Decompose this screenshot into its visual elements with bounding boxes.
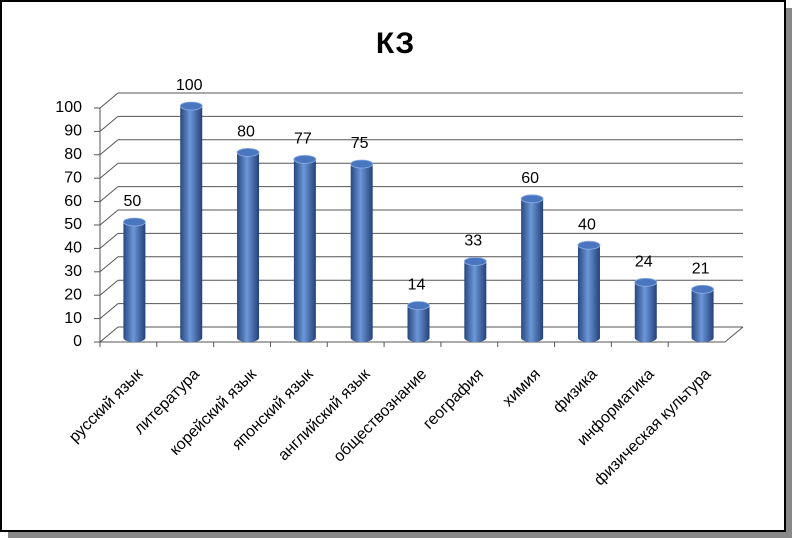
y-tick-label: 0 (73, 333, 82, 350)
grid-line (99, 256, 119, 273)
bar (123, 218, 146, 342)
data-label: 14 (408, 277, 426, 294)
bar-top (407, 301, 430, 310)
bar-top (350, 159, 374, 169)
grid-line (99, 279, 119, 296)
bar-top (236, 147, 260, 157)
y-tick-label: 50 (64, 216, 82, 233)
data-label: 40 (578, 216, 596, 233)
bar-top (691, 284, 714, 294)
y-tick-label: 60 (64, 193, 82, 210)
shadow (8, 532, 792, 538)
data-label: 21 (692, 260, 710, 277)
data-label: 100 (176, 77, 203, 94)
grid-line (99, 92, 119, 109)
bar (691, 285, 714, 342)
grid-line (99, 233, 119, 249)
bar (350, 160, 373, 342)
grid-line (99, 186, 119, 202)
grid-line (99, 162, 119, 179)
bar-top (634, 277, 658, 287)
grid-line (99, 326, 119, 343)
bar-top (293, 154, 317, 164)
data-label: 33 (464, 233, 482, 250)
chart-title: КЗ (376, 27, 414, 60)
bar (237, 148, 260, 342)
bar (464, 257, 487, 342)
axis-line (724, 326, 744, 343)
bar (293, 155, 316, 342)
y-tick-label: 30 (64, 263, 82, 280)
y-tick-label: 70 (64, 169, 82, 186)
data-label: 50 (124, 193, 142, 210)
bar (407, 301, 430, 342)
data-label: 24 (635, 254, 653, 271)
bar-top (577, 240, 601, 250)
data-label: 60 (521, 170, 539, 187)
bar (180, 102, 203, 342)
y-tick-label: 80 (64, 146, 82, 163)
data-label: 75 (351, 135, 369, 152)
grid-line (99, 209, 119, 226)
grid-line (99, 303, 119, 319)
bar-top (463, 257, 487, 266)
bar-top (520, 194, 544, 204)
y-tick-label: 40 (64, 240, 82, 257)
bar-top (123, 217, 146, 227)
shadow (786, 8, 792, 538)
grid-line (99, 116, 119, 132)
y-tick-label: 90 (64, 123, 82, 140)
bar-top (179, 101, 203, 111)
y-tick-label: 100 (55, 99, 82, 116)
grid-line (99, 139, 119, 156)
bar (577, 241, 600, 342)
data-label: 77 (294, 131, 312, 148)
data-label: 80 (237, 124, 255, 141)
y-tick-label: 10 (64, 310, 82, 327)
bar (634, 278, 657, 342)
bar (521, 194, 544, 342)
y-tick-label: 20 (64, 286, 82, 303)
